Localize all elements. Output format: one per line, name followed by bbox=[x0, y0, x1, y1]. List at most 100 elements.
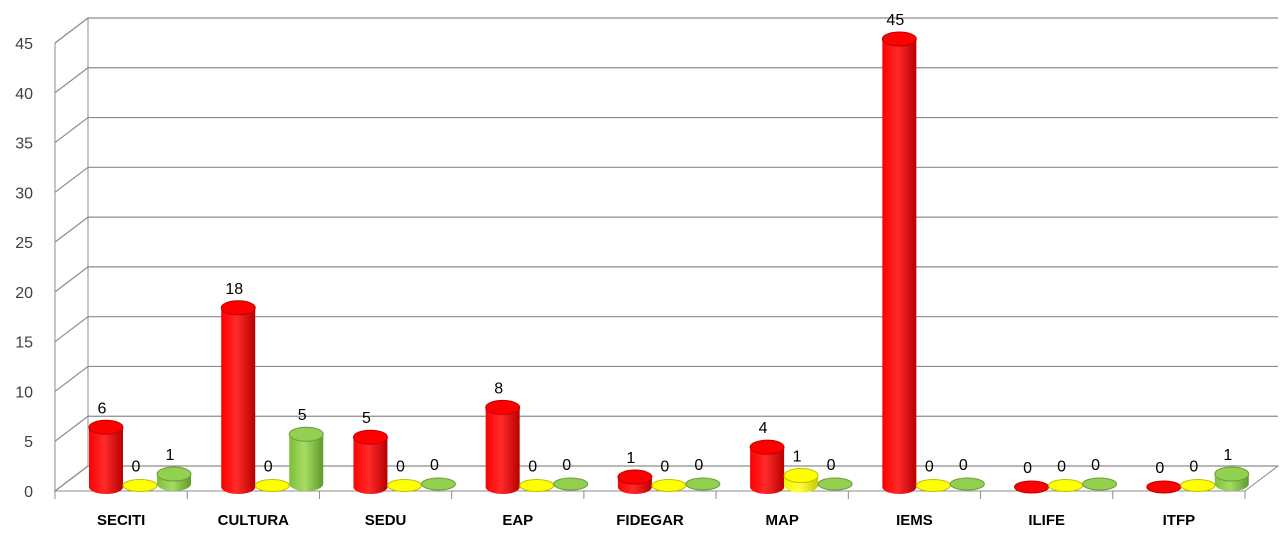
gridline bbox=[54, 465, 1278, 492]
y-tick-label: 10 bbox=[15, 384, 33, 401]
data-label: 0 bbox=[430, 457, 439, 474]
x-tick-label: FIDEGAR bbox=[616, 512, 684, 529]
bar-top bbox=[156, 466, 192, 482]
bar-top bbox=[915, 479, 951, 492]
data-label: 4 bbox=[759, 420, 768, 437]
bar bbox=[88, 419, 124, 494]
data-label: 5 bbox=[362, 410, 371, 427]
bar-top bbox=[220, 300, 256, 316]
bar-top bbox=[88, 419, 124, 435]
bar-top bbox=[1214, 466, 1250, 482]
bar-top bbox=[288, 426, 324, 442]
bar bbox=[817, 477, 853, 491]
bar-top bbox=[685, 477, 721, 491]
bar bbox=[915, 479, 951, 492]
bar-top bbox=[254, 479, 290, 492]
x-tick-label: SEDU bbox=[365, 512, 407, 529]
bar-body bbox=[289, 434, 324, 492]
bar-body bbox=[353, 437, 388, 495]
gridline bbox=[54, 17, 1278, 44]
gridline bbox=[54, 415, 1278, 442]
x-tick-label: ILIFE bbox=[1028, 512, 1065, 529]
y-tick-label: 5 bbox=[24, 434, 33, 451]
chart-frame bbox=[53, 16, 1280, 499]
bar-top bbox=[1180, 479, 1216, 492]
data-label: 0 bbox=[1189, 459, 1198, 476]
data-label: 0 bbox=[959, 457, 968, 474]
bar-top bbox=[485, 399, 521, 415]
bar-top bbox=[386, 479, 422, 492]
y-tick-label: 15 bbox=[15, 335, 33, 352]
data-label: 0 bbox=[660, 459, 669, 476]
gridline bbox=[54, 67, 1278, 94]
bar bbox=[1048, 479, 1084, 492]
data-label: 8 bbox=[494, 380, 503, 397]
bar bbox=[352, 429, 388, 495]
bar-top bbox=[519, 479, 555, 492]
data-label: 0 bbox=[1091, 457, 1100, 474]
gridline bbox=[54, 266, 1278, 293]
bar bbox=[949, 477, 985, 491]
bar bbox=[881, 31, 917, 495]
data-label: 0 bbox=[1023, 460, 1032, 477]
bar-body bbox=[221, 307, 256, 495]
x-axis: SECITI CULTURA SEDU EAP FIDEGAR MAP IEMS ILIFE I… bbox=[97, 512, 1195, 529]
bar bbox=[651, 479, 687, 492]
bar-top bbox=[420, 477, 456, 491]
data-label: 1 bbox=[626, 450, 635, 467]
x-tick-label: IEMS bbox=[896, 512, 933, 529]
bar bbox=[783, 468, 819, 493]
bar bbox=[1082, 477, 1118, 491]
bar bbox=[553, 477, 589, 491]
x-tick-label: MAP bbox=[766, 512, 799, 529]
bar-top bbox=[352, 429, 388, 445]
bar-body bbox=[485, 407, 520, 494]
data-label: 0 bbox=[1155, 460, 1164, 477]
x-tick-label: EAP bbox=[502, 512, 533, 529]
bar bbox=[288, 426, 324, 492]
bar bbox=[220, 300, 256, 495]
bar-top bbox=[651, 479, 687, 492]
bar bbox=[156, 466, 192, 491]
bar-top bbox=[1082, 477, 1118, 491]
data-label: 0 bbox=[562, 457, 571, 474]
data-label: 0 bbox=[264, 459, 273, 476]
bar bbox=[685, 477, 721, 491]
data-label: 1 bbox=[793, 449, 802, 466]
y-tick-label: 25 bbox=[15, 235, 33, 252]
data-label: 1 bbox=[1223, 447, 1232, 464]
bar bbox=[1146, 480, 1182, 494]
bar bbox=[617, 469, 653, 495]
data-label: 0 bbox=[528, 459, 537, 476]
data-label: 0 bbox=[694, 457, 703, 474]
bar bbox=[254, 479, 290, 492]
bar bbox=[485, 399, 521, 494]
bar bbox=[420, 477, 456, 491]
x-tick-label: ITFP bbox=[1163, 512, 1196, 529]
bar-top bbox=[1048, 479, 1084, 492]
data-label: 5 bbox=[298, 407, 307, 424]
gridline bbox=[54, 116, 1278, 144]
bar-top bbox=[617, 469, 653, 485]
bar-top bbox=[1146, 480, 1182, 494]
data-label: 18 bbox=[225, 281, 243, 298]
bar-body bbox=[750, 447, 785, 495]
bar bbox=[1014, 480, 1050, 494]
y-tick-label: 35 bbox=[15, 136, 33, 153]
bar-top bbox=[553, 477, 589, 491]
y-tick-label: 45 bbox=[15, 36, 33, 53]
bar-top bbox=[949, 477, 985, 491]
x-tick-label: SECITI bbox=[97, 512, 145, 529]
data-label: 0 bbox=[1057, 459, 1066, 476]
bar-top bbox=[1014, 480, 1050, 494]
x-tick-label: CULTURA bbox=[218, 512, 290, 529]
bar-top bbox=[881, 31, 917, 47]
bar-top bbox=[122, 479, 158, 492]
bar bbox=[1214, 466, 1250, 492]
bar bbox=[122, 479, 158, 492]
bar bbox=[519, 479, 555, 492]
bar-body bbox=[89, 427, 123, 494]
data-label: 0 bbox=[827, 457, 836, 474]
y-axis: 0 5 10 15 20 25 30 35 40 45 bbox=[15, 36, 33, 501]
